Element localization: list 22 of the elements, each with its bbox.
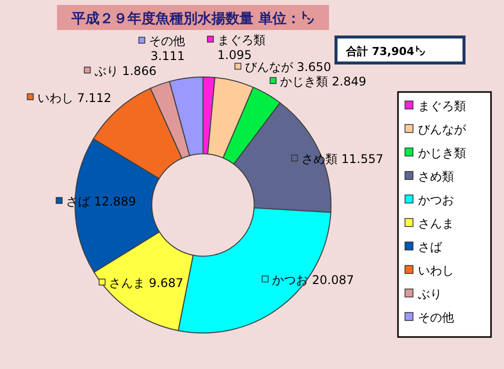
legend-label: かつお	[418, 193, 454, 207]
text: 合計 73,904㌧	[345, 45, 426, 58]
legend-label: その他	[148, 34, 185, 48]
legend-label: さめ類	[418, 170, 454, 184]
category-label: ぶり 1.866	[94, 64, 156, 78]
legend-label: かじき類	[418, 146, 466, 160]
legend-label: びんなが	[418, 122, 467, 136]
legend-label: まぐろ類	[217, 33, 266, 48]
category-label: いわし 7.112	[37, 90, 112, 105]
category-label: まぐろ類	[418, 99, 466, 113]
chart-title: 平成２９年度魚種別水揚数量 単位：㌧	[70, 10, 314, 27]
category-label: かつお 20.087	[272, 272, 354, 287]
category-label: その他	[418, 310, 454, 324]
category-label: かじき類 2.849	[280, 74, 366, 89]
legend-label: さば	[418, 240, 443, 254]
data-label: 1.095	[217, 48, 252, 62]
data-label: 3.111	[150, 49, 185, 64]
category-label: さんま 9.687	[109, 276, 184, 290]
category-label: びんなが 3.650	[244, 60, 332, 74]
legend-label: いわし	[418, 264, 454, 278]
legend-label: ぶり	[418, 287, 442, 301]
legend-label: さんま	[418, 216, 454, 230]
